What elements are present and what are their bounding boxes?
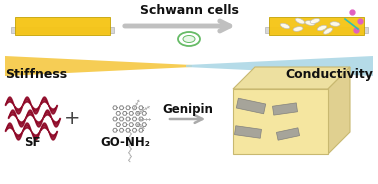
Polygon shape bbox=[186, 56, 373, 76]
Ellipse shape bbox=[280, 23, 290, 29]
Text: +: + bbox=[64, 109, 80, 128]
Polygon shape bbox=[276, 128, 300, 140]
Polygon shape bbox=[14, 17, 110, 35]
FancyArrowPatch shape bbox=[170, 115, 203, 123]
Polygon shape bbox=[265, 27, 367, 33]
Ellipse shape bbox=[178, 32, 200, 46]
Ellipse shape bbox=[330, 22, 340, 26]
Polygon shape bbox=[273, 103, 297, 115]
Ellipse shape bbox=[317, 25, 327, 31]
Text: Schwann cells: Schwann cells bbox=[139, 4, 239, 17]
Polygon shape bbox=[5, 56, 192, 76]
Text: Conductivity: Conductivity bbox=[285, 68, 373, 81]
Ellipse shape bbox=[293, 27, 303, 31]
Ellipse shape bbox=[310, 18, 320, 24]
Ellipse shape bbox=[305, 21, 315, 25]
Text: Stiffness: Stiffness bbox=[5, 68, 67, 81]
FancyArrowPatch shape bbox=[125, 21, 230, 31]
Ellipse shape bbox=[324, 28, 333, 34]
Polygon shape bbox=[11, 27, 113, 33]
Polygon shape bbox=[233, 89, 328, 154]
Polygon shape bbox=[268, 17, 364, 35]
Polygon shape bbox=[328, 67, 350, 154]
Ellipse shape bbox=[183, 36, 195, 43]
Text: GO-NH₂: GO-NH₂ bbox=[100, 135, 150, 148]
Polygon shape bbox=[234, 126, 262, 138]
Polygon shape bbox=[233, 67, 350, 89]
Ellipse shape bbox=[295, 18, 305, 24]
Polygon shape bbox=[236, 98, 266, 114]
Text: Genipin: Genipin bbox=[162, 103, 213, 116]
Text: SF: SF bbox=[24, 135, 40, 148]
